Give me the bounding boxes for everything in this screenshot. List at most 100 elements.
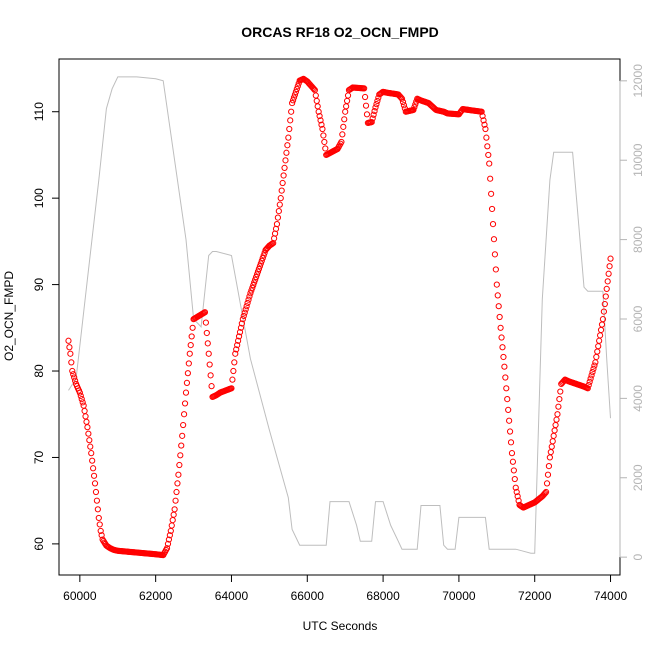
data-point xyxy=(504,396,511,403)
data-point xyxy=(481,121,488,128)
data-point xyxy=(94,506,101,513)
data-point xyxy=(602,293,609,300)
data-point xyxy=(183,379,191,386)
data-point xyxy=(482,125,489,133)
data-point xyxy=(164,540,172,547)
data-point xyxy=(283,149,290,156)
data-point xyxy=(163,545,171,552)
y2-tick-label: 4000 xyxy=(631,385,645,412)
data-point xyxy=(68,359,75,366)
data-point xyxy=(269,240,276,247)
x-axis-label: UTC Seconds xyxy=(303,619,378,633)
data-point xyxy=(67,350,74,357)
data-point xyxy=(291,91,299,98)
data-point xyxy=(512,484,519,491)
y-axis-label: O2_OCN_FMPD xyxy=(2,271,16,361)
data-point xyxy=(543,480,551,487)
data-point xyxy=(90,472,98,479)
x-tick-label: 62000 xyxy=(139,589,173,603)
data-point xyxy=(273,220,281,228)
data-point xyxy=(91,480,99,487)
data-point xyxy=(245,296,252,303)
data-point xyxy=(363,111,371,118)
data-point xyxy=(496,313,503,321)
data-point xyxy=(588,372,595,379)
data-point xyxy=(590,365,597,372)
data-point xyxy=(253,273,260,281)
data-point xyxy=(258,257,265,264)
data-point xyxy=(310,85,318,93)
data-point xyxy=(490,236,498,243)
data-point xyxy=(166,532,173,539)
data-point xyxy=(282,157,289,164)
data-point xyxy=(177,452,184,459)
data-point xyxy=(370,111,377,118)
data-point xyxy=(544,471,552,478)
data-point xyxy=(237,324,245,331)
data-point xyxy=(255,265,263,273)
data-point xyxy=(373,101,380,108)
data-point xyxy=(66,344,73,351)
x-tick-label: 74000 xyxy=(594,589,628,603)
data-point xyxy=(180,411,188,418)
data-point xyxy=(235,333,243,340)
data-point xyxy=(208,383,215,390)
data-point xyxy=(294,83,301,90)
y2-tick-label: 6000 xyxy=(631,305,645,332)
data-point xyxy=(278,187,285,194)
data-point xyxy=(182,389,190,396)
data-point xyxy=(96,521,103,528)
data-point xyxy=(603,285,610,293)
chart-title: ORCAS RF18 O2_OCN_FMPD xyxy=(241,24,439,40)
data-point xyxy=(250,282,257,289)
data-point xyxy=(248,287,255,294)
data-point xyxy=(321,138,328,146)
data-point xyxy=(507,439,515,446)
y-tick-label: 110 xyxy=(32,102,46,121)
data-point xyxy=(486,160,493,167)
data-point xyxy=(374,97,381,105)
data-point xyxy=(179,432,186,439)
data-point xyxy=(76,389,83,396)
data-point xyxy=(320,132,327,139)
data-point xyxy=(281,164,288,171)
data-point xyxy=(205,350,212,357)
data-point xyxy=(483,134,490,141)
data-point xyxy=(289,97,297,104)
data-point xyxy=(606,263,613,270)
data-point xyxy=(372,104,379,111)
y2-tick-label: 2000 xyxy=(631,464,645,491)
data-point xyxy=(361,85,368,92)
data-point xyxy=(292,88,300,95)
y2-tick-label: 8000 xyxy=(631,226,645,253)
data-point xyxy=(589,369,596,376)
data-point xyxy=(246,293,253,300)
data-point xyxy=(260,252,267,259)
data-point xyxy=(591,362,598,369)
data-point xyxy=(174,480,181,487)
data-point xyxy=(554,411,561,418)
data-point xyxy=(236,329,244,336)
data-point xyxy=(484,143,491,150)
data-point xyxy=(285,134,292,141)
data-point xyxy=(165,536,173,543)
data-point xyxy=(289,99,296,107)
data-point xyxy=(495,303,502,310)
data-point xyxy=(510,467,517,474)
data-point xyxy=(93,497,101,504)
x-tick-label: 68000 xyxy=(366,589,400,603)
data-point xyxy=(489,220,497,228)
data-point xyxy=(542,490,549,497)
data-point xyxy=(501,363,508,370)
data-point xyxy=(491,251,499,258)
data-point xyxy=(230,367,237,375)
data-point xyxy=(65,337,72,344)
data-point xyxy=(228,385,235,392)
data-point xyxy=(368,119,375,126)
data-point xyxy=(188,333,195,340)
x-tick-label: 66000 xyxy=(291,589,325,603)
data-point xyxy=(254,268,262,275)
data-point xyxy=(513,488,520,496)
data-point xyxy=(229,376,236,383)
